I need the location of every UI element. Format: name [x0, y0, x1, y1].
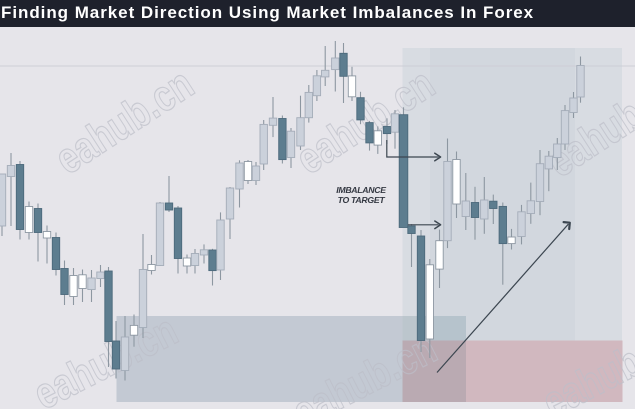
svg-text:IMBALANCE: IMBALANCE — [336, 185, 387, 195]
svg-text:TO TARGET: TO TARGET — [338, 195, 386, 205]
